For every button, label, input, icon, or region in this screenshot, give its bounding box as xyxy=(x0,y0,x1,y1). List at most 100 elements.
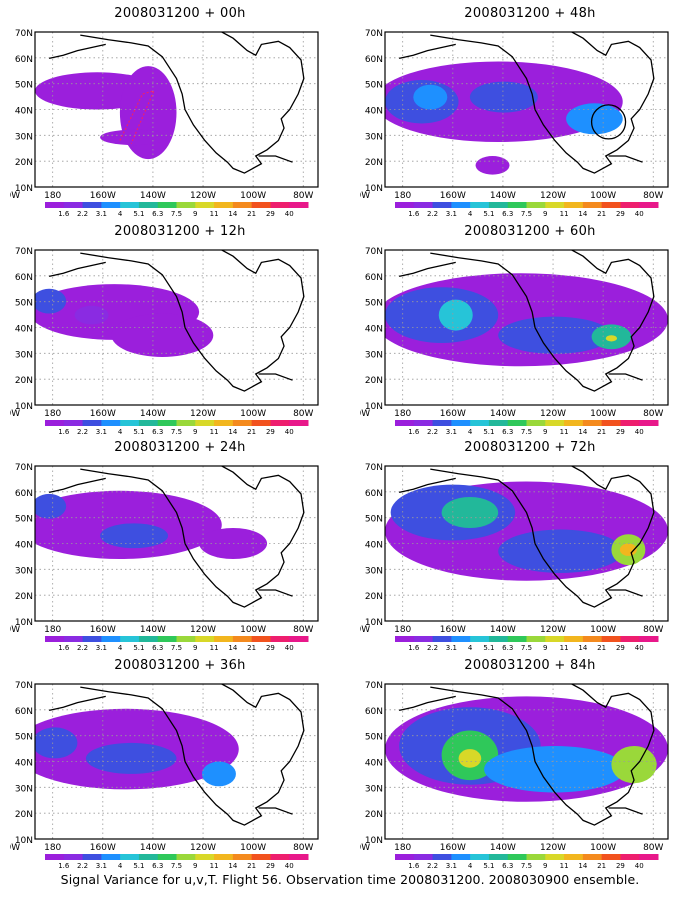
colorbar-label: 21 xyxy=(247,428,256,436)
panel-title: 2008031200 + 36h xyxy=(114,658,246,673)
colorbar-swatch xyxy=(195,636,215,642)
colorbar-label: 4 xyxy=(118,210,123,218)
lat-label: 50N xyxy=(365,299,383,309)
lat-label: 40N xyxy=(365,107,383,117)
colorbar-label: 11 xyxy=(210,644,219,652)
panel-map: 70N 60N 50N 40N 30N 20N 10N 180 160W 140W 120W 100W… xyxy=(360,681,669,870)
lon-label: 180 xyxy=(44,843,61,853)
lat-label: 70N xyxy=(15,681,33,691)
colorbar-label: 11 xyxy=(210,428,219,436)
map-frame xyxy=(34,31,319,188)
lat-label: 50N xyxy=(365,81,383,91)
lon-label: 140W xyxy=(140,409,166,419)
colorbar-swatch xyxy=(251,202,271,208)
lon-label: 100W xyxy=(590,843,616,853)
colorbar-label: 21 xyxy=(597,862,606,870)
panel-title: 2008031200 + 12h xyxy=(114,224,246,239)
coastline-caribbean xyxy=(258,589,293,597)
colorbar-swatch xyxy=(564,854,584,860)
lon-label: 140W xyxy=(490,625,516,635)
colorbar-swatch xyxy=(157,420,177,426)
colorbar-swatch xyxy=(45,854,65,860)
variance-contour xyxy=(469,81,538,113)
colorbar-label: 2.2 xyxy=(77,210,88,218)
colorbar-swatch xyxy=(120,202,140,208)
map-background xyxy=(35,32,318,187)
colorbar-swatch xyxy=(432,420,452,426)
colorbar-swatch xyxy=(176,202,196,208)
colorbar-swatch xyxy=(526,636,546,642)
panel-map: 70N 60N 50N 40N 30N 20N 10N 180 160W 140W 120W 100W… xyxy=(10,681,319,870)
colorbar-label: 6.3 xyxy=(152,862,163,870)
panel-title: 2008031200 + 60h xyxy=(464,224,596,239)
colorbar-swatch xyxy=(639,202,659,208)
lat-label: 10N xyxy=(365,618,383,628)
lat-label: 20N xyxy=(15,810,33,820)
colorbar-swatch xyxy=(507,636,527,642)
map-frame xyxy=(34,465,319,622)
colorbar-label: 29 xyxy=(616,644,625,652)
lon-label: 180 xyxy=(394,191,411,201)
variance-contour xyxy=(475,156,510,175)
colorbar-label: 11 xyxy=(210,210,219,218)
variance-contour xyxy=(566,103,623,135)
colorbar-swatch xyxy=(413,202,434,208)
lat-label: 10N xyxy=(15,836,33,846)
lat-label: 60N xyxy=(15,707,33,717)
colorbar-label: 7.5 xyxy=(171,644,182,652)
colorbar-swatch xyxy=(63,636,84,642)
panel-72h: 2008031200 + 72h 70N 60N 50N 40N 30N 20N 10N 18… xyxy=(360,434,700,652)
variance-contour xyxy=(413,84,448,110)
colorbar-label: 1.6 xyxy=(58,862,70,870)
colorbar-swatch xyxy=(289,636,309,642)
gridlines xyxy=(385,684,668,839)
lat-label: 40N xyxy=(15,325,33,335)
lat-label: 20N xyxy=(15,376,33,386)
colorbar-swatch xyxy=(395,636,415,642)
lat-label: 30N xyxy=(15,784,33,794)
colorbar-swatch xyxy=(451,420,471,426)
figure-caption: Signal Variance for u,v,T. Flight 56. Ob… xyxy=(60,872,640,887)
lat-label: 50N xyxy=(15,299,33,309)
lat-label: 70N xyxy=(365,463,383,473)
lat-label: 60N xyxy=(15,55,33,65)
colorbar-label: 29 xyxy=(266,428,275,436)
colorbar-swatch xyxy=(176,420,196,426)
lat-label: 60N xyxy=(365,273,383,283)
lon-label: 160W xyxy=(440,843,466,853)
lat-label: 10N xyxy=(15,184,33,194)
coastline xyxy=(49,684,305,826)
lat-label: 70N xyxy=(365,681,383,691)
colorbar-swatch xyxy=(564,420,584,426)
panel-map: 70N 60N 50N 40N 30N 20N 10N 180 160W 140W 120W 100W… xyxy=(360,463,669,652)
lat-label: 30N xyxy=(15,566,33,576)
map-frame xyxy=(384,31,669,188)
colorbar-swatch xyxy=(451,202,471,208)
lon-label: 160W xyxy=(90,191,116,201)
colorbar-swatch xyxy=(582,636,603,642)
lat-label: 10N xyxy=(365,836,383,846)
lon-label: 60W xyxy=(360,843,370,853)
colorbar-label: 1.6 xyxy=(408,428,420,436)
colorbar-swatch xyxy=(157,636,177,642)
colorbar-label: 9 xyxy=(193,644,197,652)
lat-label: 70N xyxy=(365,29,383,39)
variance-contour xyxy=(35,727,78,759)
variance-contour xyxy=(441,497,499,528)
lat-label: 50N xyxy=(365,733,383,743)
colorbar-swatch xyxy=(232,854,253,860)
colorbar-swatch xyxy=(545,420,565,426)
colorbar-swatch xyxy=(507,202,527,208)
lon-label: 100W xyxy=(590,625,616,635)
map-frame xyxy=(384,465,669,622)
colorbar-label: 6.3 xyxy=(502,210,513,218)
colorbar-label: 21 xyxy=(247,862,256,870)
colorbar-label: 9 xyxy=(543,862,547,870)
lat-label: 50N xyxy=(15,733,33,743)
lon-label: 180 xyxy=(394,409,411,419)
colorbar-swatch xyxy=(395,202,415,208)
colorbar-label: 21 xyxy=(597,644,606,652)
colorbar-label: 4 xyxy=(468,862,473,870)
lat-label: 10N xyxy=(15,402,33,412)
colorbar-swatch xyxy=(582,420,603,426)
